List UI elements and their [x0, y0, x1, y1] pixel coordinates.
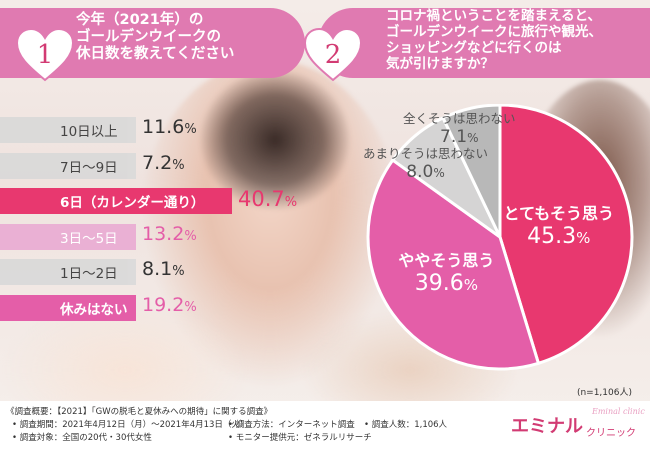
- pie-label-value: 39.6%: [414, 271, 478, 297]
- question2-line: 気が引けますか？: [386, 56, 494, 72]
- pie-label-unit: %: [576, 229, 591, 248]
- pie-label: あまりそうは思わない 8.0%: [363, 143, 488, 182]
- background-photo-hair: [200, 70, 350, 210]
- survey-overview: 《調査概要：【2021】「GWの脱毛と夏休みへの期待」に関する調査》: [6, 407, 273, 417]
- bar-value-unit: %: [184, 228, 197, 244]
- pie-label-text: ややそう思う: [398, 251, 495, 271]
- question2-number: 2: [324, 40, 342, 70]
- question2-text: コロナ禍ということを踏まえると、 ゴールデンウイークに旅行や観光、 ショッピング…: [386, 8, 602, 72]
- bar-label: 1日～2日: [60, 266, 118, 282]
- pie-label-unit: %: [463, 276, 478, 295]
- bar-value-unit: %: [172, 157, 185, 173]
- pie-slice: [441, 104, 502, 238]
- bar-value: 13.2%: [142, 222, 197, 245]
- survey-period: • 調査期間：2021年4月12日（月）～2021年4月13日（火）: [12, 420, 249, 430]
- pie-label-text: あまりそうは思わない: [363, 146, 489, 161]
- pie-label-value: 7.1%: [440, 127, 479, 147]
- bar-value-unit: %: [184, 122, 197, 137]
- survey-target: • 調査対象：全国の20代・30代女性: [12, 433, 152, 443]
- question2-line: ショッピングなどに行くのは: [386, 40, 562, 56]
- pie-label: 全くそうは思わない 7.1%: [403, 108, 516, 147]
- bar-value: 7.2%: [142, 151, 185, 174]
- question2-header: [318, 8, 650, 78]
- bar-label: 休みはない: [60, 301, 128, 318]
- bar-value-unit: %: [172, 264, 185, 279]
- bar-label: 6日（カレンダー通り）: [60, 195, 205, 211]
- bar-value: 11.6%: [142, 116, 197, 138]
- brand-logo: エミナル: [511, 416, 583, 437]
- pie-slice: [498, 104, 634, 366]
- pie-label-unit: %: [467, 131, 479, 145]
- bar-value: 8.1%: [142, 258, 185, 280]
- survey-method: • 調査方法：インターネット調査: [228, 420, 355, 430]
- pie-label-text: とてもそう思う: [503, 204, 614, 224]
- brand-sub: クリニック: [586, 428, 636, 439]
- question1-line: 今年（2021年）の: [76, 12, 204, 28]
- pie-label: ややそう思う 39.6%: [398, 247, 494, 296]
- question1-number: 1: [36, 40, 54, 70]
- bar-value: 40.7%: [238, 187, 298, 211]
- pie-label-value: 8.0%: [406, 162, 445, 182]
- pie-label: とてもそう思う 45.3%: [504, 200, 614, 249]
- bar: 7日～9日: [0, 152, 136, 179]
- bar: 3日～5日: [0, 223, 136, 250]
- question1-line: ゴールデンウイークの: [76, 29, 221, 45]
- bar-value-unit: %: [184, 299, 197, 315]
- heart-icon: [303, 27, 363, 82]
- bar-value: 19.2%: [142, 293, 197, 316]
- pie-label-unit: %: [433, 166, 445, 180]
- question1-line: 休日数を教えてください: [76, 46, 235, 62]
- pie-slice: [366, 157, 541, 371]
- survey-count: • 調査人数：1,106人: [364, 420, 448, 430]
- question1-text: 今年（2021年）の ゴールデンウイークの 休日数を教えてください: [76, 12, 234, 63]
- bar: 10日以上: [0, 117, 136, 143]
- pie-chart: [366, 104, 634, 371]
- bar: 6日（カレンダー通り）: [0, 188, 232, 214]
- brand-script: Eminal clinic: [592, 407, 645, 416]
- survey-provider: • モニター提供元：ゼネラルリサーチ: [228, 433, 372, 443]
- pie-label-value: 45.3%: [527, 224, 591, 250]
- pie-label-text: 全くそうは思わない: [403, 111, 516, 126]
- bar: 1日～2日: [0, 259, 136, 285]
- bar-label: 3日～5日: [60, 230, 118, 247]
- question2-line: ゴールデンウイークに旅行や観光、: [386, 24, 602, 40]
- footer: 《調査概要：【2021】「GWの脱毛と夏休みへの期待」に関する調査》 • 調査期…: [0, 401, 650, 450]
- question2-line: コロナ禍ということを踏まえると、: [386, 8, 602, 24]
- bar-label: 7日～9日: [60, 159, 118, 176]
- sample-size-note: (n=1,106人): [576, 388, 632, 398]
- bar-label: 10日以上: [60, 124, 118, 140]
- bar-value-unit: %: [284, 195, 298, 210]
- heart-icon: [15, 27, 75, 82]
- bar: 休みはない: [0, 294, 136, 321]
